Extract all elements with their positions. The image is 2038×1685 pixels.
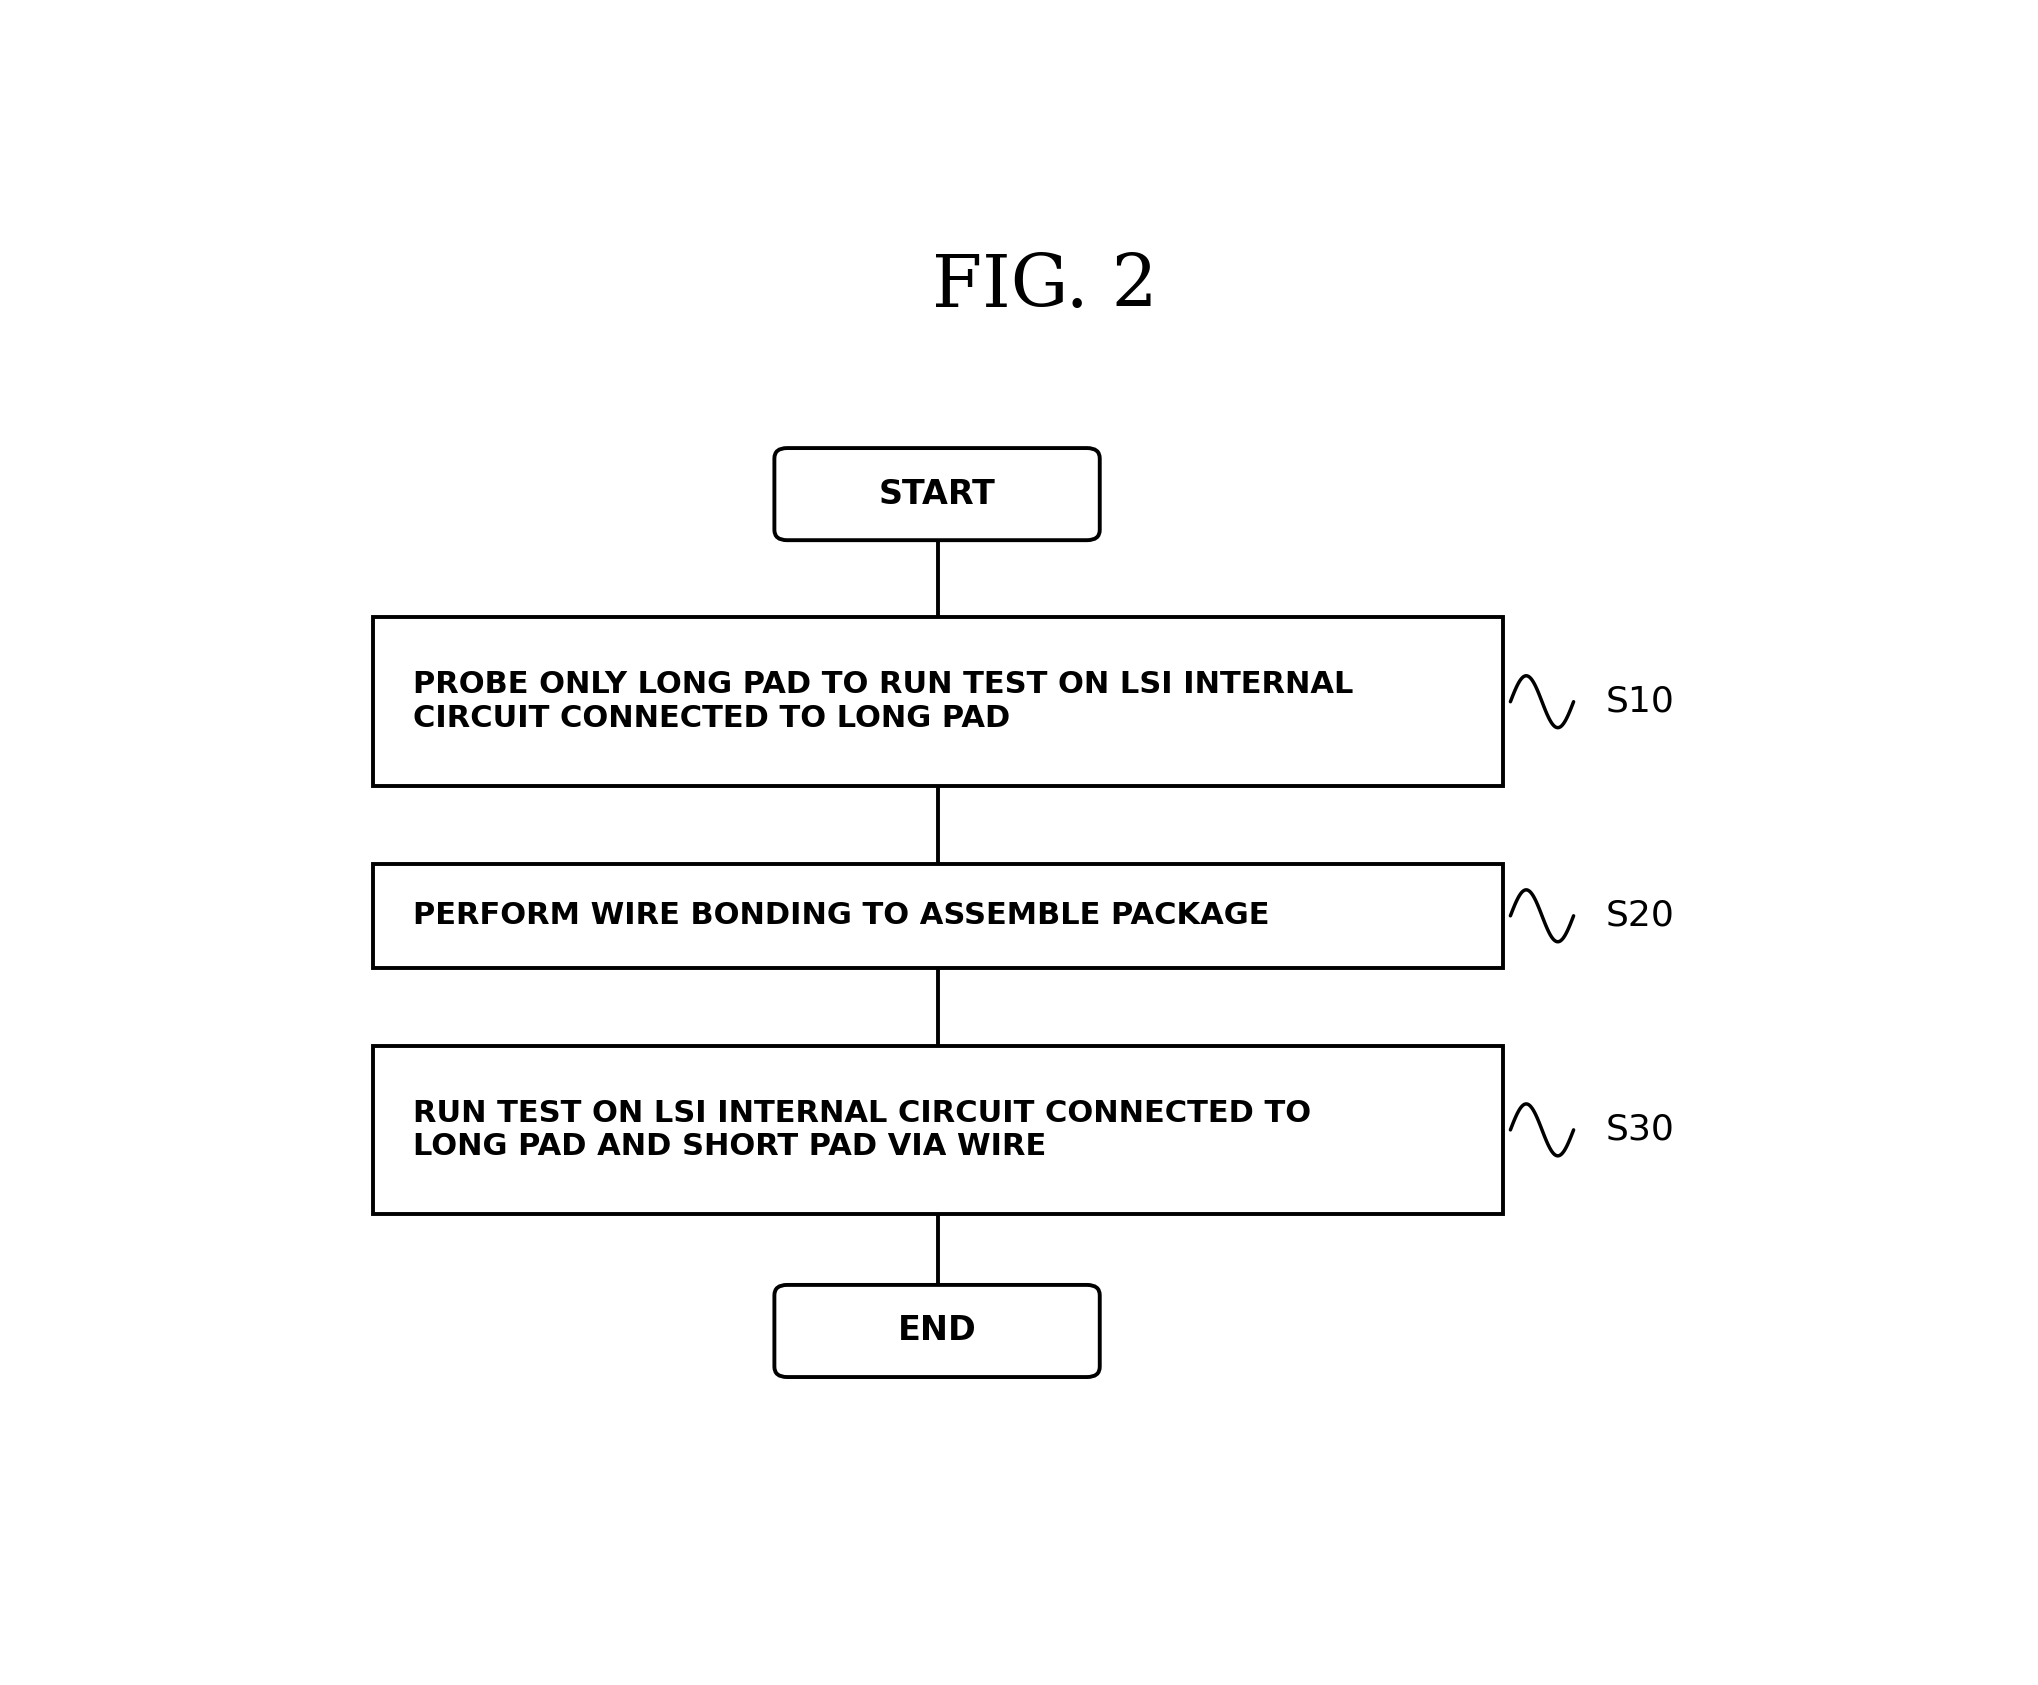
Text: END: END: [897, 1314, 976, 1348]
Text: RUN TEST ON LSI INTERNAL CIRCUIT CONNECTED TO
LONG PAD AND SHORT PAD VIA WIRE: RUN TEST ON LSI INTERNAL CIRCUIT CONNECT…: [412, 1099, 1310, 1161]
Bar: [373, 1045, 1502, 1215]
Bar: [373, 864, 1502, 967]
Text: START: START: [878, 477, 995, 511]
Text: PROBE ONLY LONG PAD TO RUN TEST ON LSI INTERNAL
CIRCUIT CONNECTED TO LONG PAD: PROBE ONLY LONG PAD TO RUN TEST ON LSI I…: [412, 671, 1353, 733]
Text: S20: S20: [1606, 898, 1673, 933]
Text: PERFORM WIRE BONDING TO ASSEMBLE PACKAGE: PERFORM WIRE BONDING TO ASSEMBLE PACKAGE: [412, 901, 1270, 930]
Bar: [373, 617, 1502, 785]
Text: S30: S30: [1606, 1112, 1673, 1147]
FancyBboxPatch shape: [774, 448, 1101, 541]
FancyBboxPatch shape: [774, 1286, 1101, 1377]
Text: S10: S10: [1606, 684, 1673, 719]
Text: FIG. 2: FIG. 2: [931, 251, 1158, 322]
